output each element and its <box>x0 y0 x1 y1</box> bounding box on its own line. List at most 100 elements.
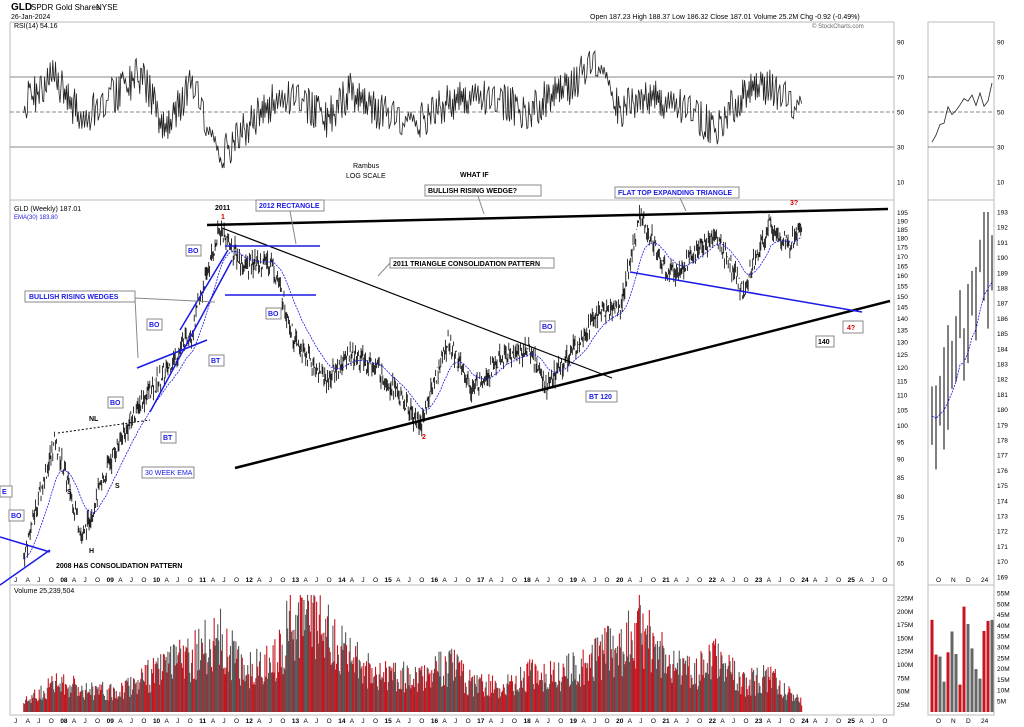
x-tick-label-bottom: O <box>605 718 610 725</box>
side-x-axis-bottom: O N D 24 <box>936 718 989 725</box>
x-tick-label: O <box>234 577 239 584</box>
side-volume-frame <box>927 584 995 716</box>
x-tick-label-bottom: 25 <box>848 718 856 725</box>
x-tick-label-bottom: J <box>454 718 457 725</box>
side-volume-bar <box>986 620 990 712</box>
x-tick-label-bottom: J <box>639 718 642 725</box>
side-volume-bar <box>946 652 950 712</box>
side-rsi-tick-label: 50 <box>997 110 1005 117</box>
side-volume-tick-label: 45M <box>997 612 1010 619</box>
price-tick-label: 135 <box>897 327 908 334</box>
shoulder-left-label: S <box>67 489 72 496</box>
x-tick-label-bottom: A <box>535 718 540 725</box>
price-tick-label: 100 <box>897 423 908 430</box>
price-tick-label: 180 <box>897 236 908 243</box>
price-label: GLD (Weekly) 187.01 <box>14 206 81 213</box>
x-tick-label-bottom: O <box>327 718 332 725</box>
volume-tick-label: 200M <box>897 609 913 616</box>
x-tick-label: J <box>639 577 642 584</box>
bo-badge-6: BO <box>542 324 553 331</box>
rectangle-label: 2012 RECTANGLE <box>259 203 320 210</box>
x-tick-label: A <box>535 577 540 584</box>
side-price-tick-label: 169 <box>997 574 1008 581</box>
wedges-leader-1 <box>134 297 139 359</box>
bo-badges: BO BO BO BO BO BO BT BT E <box>0 244 556 522</box>
side-volume-tick-label: 50M <box>997 601 1010 608</box>
price-tick-label: 70 <box>897 537 905 544</box>
x-tick-label: J <box>83 577 86 584</box>
x-tick-label-bottom: A <box>489 718 494 725</box>
year-2011-label: 2011 <box>215 205 230 212</box>
x-tick-label-bottom: A <box>859 718 864 725</box>
side-volume-bar <box>942 681 946 712</box>
rsi-series-line <box>23 50 802 169</box>
side-x-tick-label-bottom: O <box>936 718 941 725</box>
price-bars <box>23 204 803 567</box>
x-tick-label-bottom: O <box>512 718 517 725</box>
side-volume-tick-label: 55M <box>997 591 1010 598</box>
x-tick-label-bottom: 09 <box>107 718 115 725</box>
target-box <box>815 335 835 348</box>
price-tick-label: 130 <box>897 339 908 346</box>
rsi-tick-label: 10 <box>897 180 905 187</box>
x-tick-label-bottom: 08 <box>60 718 68 725</box>
x-tick-label: 24 <box>801 577 809 584</box>
x-tick-label: A <box>674 577 679 584</box>
x-tick-label: J <box>686 577 689 584</box>
price-tick-label: 170 <box>897 254 908 261</box>
side-price-tick-label: 179 <box>997 422 1008 429</box>
side-price-tick-label: 193 <box>997 210 1008 217</box>
x-tick-label: A <box>859 577 864 584</box>
x-tick-label-bottom: 15 <box>385 718 393 725</box>
price-tick-label: 115 <box>897 379 908 386</box>
side-volume-bar <box>930 619 934 712</box>
top-trendline <box>206 207 889 227</box>
rambus-label: Rambus <box>353 163 380 170</box>
side-x-tick-label: D <box>966 577 971 584</box>
side-ema-line <box>931 281 993 420</box>
side-price-tick-label: 184 <box>997 346 1008 353</box>
x-tick-label-bottom: 22 <box>709 718 717 725</box>
side-rsi-tick-label: 10 <box>997 180 1005 187</box>
x-tick-label-bottom: J <box>500 718 503 725</box>
x-tick-label-bottom: 19 <box>570 718 578 725</box>
x-tick-label: A <box>396 577 401 584</box>
x-tick-label-bottom: A <box>581 718 586 725</box>
what-if-label: WHAT IF <box>460 172 489 179</box>
flat-top-leader <box>679 197 687 212</box>
wedge-line-1 <box>136 339 208 369</box>
x-tick-label: 15 <box>385 577 393 584</box>
date-label: 26-Jan-2024 <box>11 14 50 21</box>
volume-axis: 225M 200M 175M 150M 125M 100M 75M 50M 25M <box>897 596 913 709</box>
head-label: H <box>89 548 94 555</box>
side-x-tick-label: 24 <box>981 577 989 584</box>
x-tick-label-bottom: O <box>373 718 378 725</box>
x-tick-label: A <box>767 577 772 584</box>
x-tick-label: O <box>188 577 193 584</box>
x-tick-label: 08 <box>60 577 68 584</box>
x-tick-label-bottom: O <box>234 718 239 725</box>
bt-badge-1: BT <box>211 358 221 365</box>
x-tick-label-bottom: O <box>836 718 841 725</box>
x-tick-label: J <box>269 577 272 584</box>
side-volume-bar <box>962 606 966 712</box>
side-price-tick-label: 177 <box>997 453 1008 460</box>
x-tick-label-bottom: J <box>222 718 225 725</box>
x-tick-label-bottom: J <box>315 718 318 725</box>
x-tick-label-bottom: 12 <box>246 718 254 725</box>
side-price-tick-label: 189 <box>997 270 1008 277</box>
x-tick-label: A <box>350 577 355 584</box>
volume-tick-label: 50M <box>897 689 910 696</box>
x-tick-label-bottom: 16 <box>431 718 439 725</box>
side-price-tick-label: 180 <box>997 407 1008 414</box>
price-tick-label: 110 <box>897 393 908 400</box>
side-volume-tick-label: 25M <box>997 655 1010 662</box>
x-tick-label-bottom: 13 <box>292 718 300 725</box>
x-tick-label: J <box>454 577 457 584</box>
x-tick-label: A <box>489 577 494 584</box>
price-tick-label: 145 <box>897 305 908 312</box>
side-price-tick-label: 185 <box>997 331 1008 338</box>
x-tick-label: O <box>697 577 702 584</box>
